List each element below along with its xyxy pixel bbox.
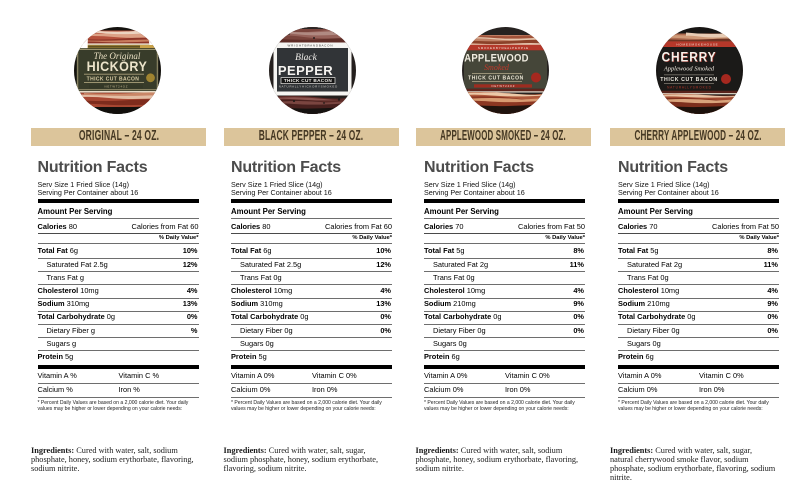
svg-text:Black: Black [295,53,317,63]
svg-text:THICK CUT BACON: THICK CUT BACON [468,76,524,82]
svg-text:CHERRY: CHERRY [662,49,717,65]
svg-text:The Original: The Original [93,51,140,61]
svg-text:N E T W T 2 4 O Z: N E T W T 2 4 O Z [104,85,127,89]
svg-text:CHERRY: CHERRY [661,49,716,65]
svg-text:Smoked: Smoked [484,63,510,72]
svg-text:W R I G H T B R A N D B A: W R I G H T B R A N D B A C O N [287,44,332,48]
svg-text:S M O K E D B Y R E A L: S M O K E D B Y R E A L P E O P L E [478,46,528,50]
svg-text:THICK CUT BACON: THICK CUT BACON [660,77,717,83]
svg-text:THICK CUT BACON: THICK CUT BACON [283,78,332,83]
svg-text:N A T U R A L L Y S M O K E: N A T U R A L L Y S M O K E D [667,86,712,90]
svg-text:N A T U R A L L Y H I C K O: N A T U R A L L Y H I C K O R Y S M O K … [278,84,336,88]
svg-text:H O M E S M O K E H O U S E: H O M E S M O K E H O U S E [676,43,717,47]
svg-text:APPLEWOOD: APPLEWOOD [464,53,529,65]
svg-text:PEPPER: PEPPER [277,63,332,78]
svg-text:HICKORY: HICKORY [86,58,147,74]
svg-text:THICK CUT BACON: THICK CUT BACON [86,76,139,82]
svg-text:N E T W T 2 4 O Z: N E T W T 2 4 O Z [492,84,515,88]
svg-text:Applewood Smoked: Applewood Smoked [662,65,714,72]
